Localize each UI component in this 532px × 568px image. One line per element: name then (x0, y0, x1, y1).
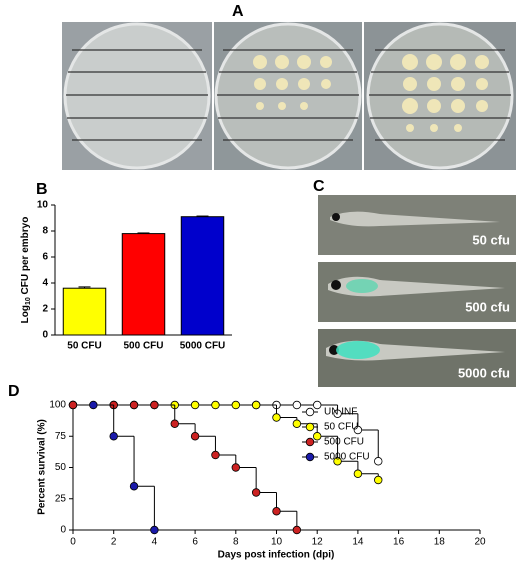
marker (374, 475, 383, 485)
y-tick-label: 6 (42, 252, 48, 263)
plate (366, 22, 514, 170)
marker (251, 488, 261, 497)
legend-marker (305, 452, 315, 462)
bar (180, 216, 225, 336)
marker (353, 469, 363, 478)
panel-label: C (313, 178, 325, 195)
fish-label: 5000 cfu (458, 365, 510, 380)
x-tick-label: 2 (111, 537, 117, 548)
x-tick-label: 20 (474, 537, 486, 548)
x-tick-label: 8 (233, 537, 239, 548)
marker (211, 450, 220, 460)
marker (292, 419, 302, 428)
legend-marker (305, 422, 315, 432)
marker (313, 432, 322, 441)
marker (353, 425, 363, 435)
plate (214, 22, 362, 170)
marker (150, 400, 159, 410)
x-tick-label: 16 (393, 537, 405, 548)
marker (129, 400, 139, 410)
y-tick-label: 75 (55, 431, 67, 442)
marker (68, 400, 78, 410)
x-tick-label: 4 (152, 537, 158, 548)
panel-label: D (8, 383, 20, 400)
x-tick-label: 12 (312, 537, 324, 548)
y-tick-label: 0 (60, 525, 66, 536)
y-axis-label: Percent survival (%) (37, 419, 48, 515)
marker (272, 507, 281, 516)
x-axis-label: Days post infection (dpi) (218, 550, 335, 561)
marker (211, 400, 220, 410)
fish (326, 211, 505, 361)
y-tick-label: 2 (42, 304, 48, 315)
y-tick-label: 100 (49, 400, 66, 411)
y-tick-label: 0 (42, 330, 48, 341)
x-tick-label: 0 (70, 537, 76, 548)
marker (333, 457, 342, 466)
marker (272, 413, 281, 422)
marker (190, 432, 200, 441)
y-tick-label: 10 (37, 200, 49, 211)
legend-marker (305, 407, 315, 417)
x-tick-label: 14 (352, 537, 364, 548)
marker (150, 525, 159, 535)
y-label-part: 10 (25, 297, 32, 305)
fish-label: 500 cfu (465, 299, 510, 314)
legend-marker (305, 437, 315, 447)
marker (333, 409, 342, 418)
marker (190, 400, 200, 410)
y-axis-label: Log10 CFU per embryo (20, 217, 32, 324)
x-tick-label: 6 (192, 537, 198, 548)
marker (292, 400, 302, 410)
panel-label: A (232, 3, 244, 20)
y-tick-label: 8 (42, 226, 48, 237)
y-tick-label: 50 (55, 462, 67, 473)
marker (231, 400, 240, 410)
marker (89, 400, 98, 410)
fish-label: 50 cfu (472, 232, 510, 247)
marker (313, 400, 322, 410)
marker (231, 463, 240, 472)
x-tick-label: 18 (434, 537, 446, 548)
bar (121, 233, 166, 336)
legend-label: 500 CFU (324, 437, 364, 448)
plate-lines (66, 49, 511, 141)
plate (63, 22, 211, 170)
y-tick-label: 4 (42, 278, 48, 289)
colonies (253, 54, 489, 132)
y-tick-label: 25 (55, 493, 67, 504)
marker (170, 419, 179, 428)
marker (374, 457, 383, 466)
marker (292, 525, 302, 535)
y-label-part: CFU per embryo (20, 217, 31, 298)
x-tick-label: 50 CFU (67, 341, 101, 352)
x-tick-label: 10 (271, 537, 283, 548)
marker (251, 400, 261, 410)
marker (129, 482, 139, 491)
legend-label: 50 CFU (324, 422, 358, 433)
panel-label: B (36, 181, 48, 198)
marker (109, 432, 118, 441)
legend-label: 5000 CFU (324, 452, 370, 463)
y-label-part: Log (20, 305, 31, 323)
legend-label: UN INF (324, 407, 357, 418)
x-tick-label: 5000 CFU (180, 341, 226, 352)
x-tick-label: 500 CFU (123, 341, 163, 352)
bar (62, 287, 107, 336)
